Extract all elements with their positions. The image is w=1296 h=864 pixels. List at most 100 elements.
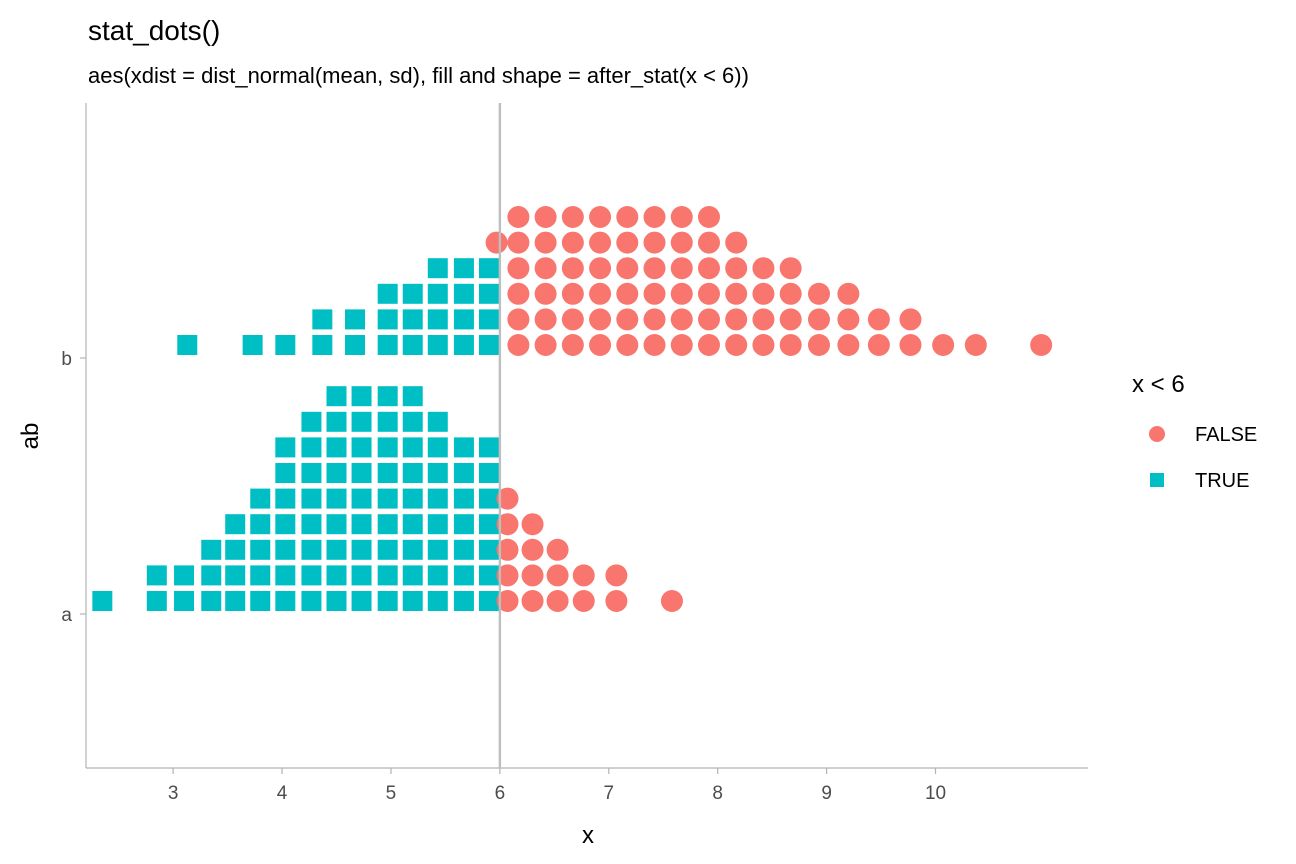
legend-label-false: FALSE xyxy=(1195,424,1257,446)
dot-a-true xyxy=(402,565,423,586)
dot-a-true xyxy=(402,591,423,611)
dot-a-true xyxy=(326,437,347,458)
dot-a-false xyxy=(546,564,569,587)
dot-a-true xyxy=(427,565,448,586)
y-tick-label-b: b xyxy=(61,349,72,370)
x-tick-label-4: 4 xyxy=(277,783,288,804)
dot-b-false xyxy=(616,282,639,305)
dot-a-true xyxy=(427,539,448,560)
x-axis-title: x xyxy=(582,822,594,849)
dot-a-true xyxy=(92,591,113,611)
dot-a-true xyxy=(201,591,222,611)
dot-b-false xyxy=(670,231,693,254)
dot-a-true xyxy=(402,539,423,560)
dot-a-true xyxy=(377,488,398,509)
dot-b-true xyxy=(312,335,333,355)
dot-a-true xyxy=(326,386,347,407)
dot-b-false xyxy=(561,206,584,228)
x-axis-ticks: 3 4 5 6 7 8 9 10 xyxy=(168,768,946,804)
dot-b-true xyxy=(453,335,474,355)
dot-a-false xyxy=(496,564,519,587)
dot-b-false xyxy=(807,308,830,331)
dot-a-false xyxy=(496,590,519,612)
dot-b-false xyxy=(697,206,720,228)
dot-b-true xyxy=(242,335,263,355)
dot-b-false xyxy=(534,308,557,331)
dot-b-false xyxy=(837,308,860,331)
dot-b-false xyxy=(807,282,830,305)
dot-a-true xyxy=(225,514,246,535)
dot-a-true xyxy=(351,591,372,611)
dot-a-true xyxy=(478,514,499,535)
dot-b-false xyxy=(561,282,584,305)
dot-a-true xyxy=(453,591,474,611)
dot-b-false xyxy=(752,282,775,305)
dot-a-true xyxy=(377,411,398,432)
dot-a-true xyxy=(250,539,271,560)
dot-a-true xyxy=(427,463,448,483)
dot-a-true xyxy=(250,514,271,535)
dot-a-true xyxy=(377,591,398,611)
dot-b-false xyxy=(589,334,612,356)
dot-b-true xyxy=(478,283,499,304)
x-tick-label-8: 8 xyxy=(712,783,723,804)
dot-b-true xyxy=(427,309,448,330)
dot-b-false xyxy=(561,334,584,356)
dot-a-true xyxy=(478,539,499,560)
dot-b-false xyxy=(643,257,666,280)
dot-b-false xyxy=(643,282,666,305)
dot-b-false xyxy=(779,334,802,356)
dot-b-false xyxy=(561,231,584,254)
dot-b-false xyxy=(616,257,639,280)
dot-a-false xyxy=(521,590,544,612)
dot-a-true xyxy=(301,411,322,432)
dot-a-true xyxy=(201,565,222,586)
dot-a-true xyxy=(301,565,322,586)
dot-b-true xyxy=(402,309,423,330)
dot-a-true xyxy=(326,591,347,611)
dot-a-true xyxy=(301,463,322,483)
dot-b-false xyxy=(670,282,693,305)
dot-b-true xyxy=(275,335,296,355)
dot-b-true xyxy=(177,335,198,355)
dot-b-false xyxy=(725,334,748,356)
dot-b-false xyxy=(670,257,693,280)
dot-a-true xyxy=(225,591,246,611)
dot-b-true xyxy=(453,258,474,279)
dot-a-true xyxy=(427,488,448,509)
plot-panel: 3 4 5 6 7 8 9 10 ab xyxy=(61,103,1088,804)
dot-a-true xyxy=(326,539,347,560)
dot-a-false xyxy=(496,538,519,561)
dot-a-true xyxy=(402,514,423,535)
dot-a-true xyxy=(478,591,499,611)
dot-b-true xyxy=(377,335,398,355)
dot-a-true xyxy=(427,437,448,458)
dot-b-true xyxy=(427,335,448,355)
dot-b-false xyxy=(534,257,557,280)
dot-b-false xyxy=(867,334,890,356)
dot-a-true xyxy=(402,488,423,509)
dot-b-false xyxy=(779,257,802,280)
dot-a-true xyxy=(453,539,474,560)
dot-a-true xyxy=(275,437,296,458)
dot-a-false xyxy=(521,513,544,536)
dot-b-false xyxy=(752,257,775,280)
dot-b-false xyxy=(964,334,987,356)
x-tick-label-6: 6 xyxy=(495,783,506,804)
x-tick-label-3: 3 xyxy=(168,783,179,804)
dot-a-false xyxy=(572,564,595,587)
dot-b-false xyxy=(507,206,530,228)
dot-b-false xyxy=(507,257,530,280)
dot-a-true xyxy=(402,463,423,483)
chart-title: stat_dots() xyxy=(88,15,220,46)
dot-a-true xyxy=(146,565,167,586)
dots-layer xyxy=(92,206,1053,612)
dot-b-false xyxy=(1030,334,1053,356)
dot-a-true xyxy=(225,565,246,586)
dot-b-false xyxy=(561,257,584,280)
dot-b-true xyxy=(345,335,366,355)
dot-a-true xyxy=(351,386,372,407)
dot-b-true xyxy=(377,309,398,330)
dot-b-false xyxy=(534,231,557,254)
dot-a-true xyxy=(275,488,296,509)
